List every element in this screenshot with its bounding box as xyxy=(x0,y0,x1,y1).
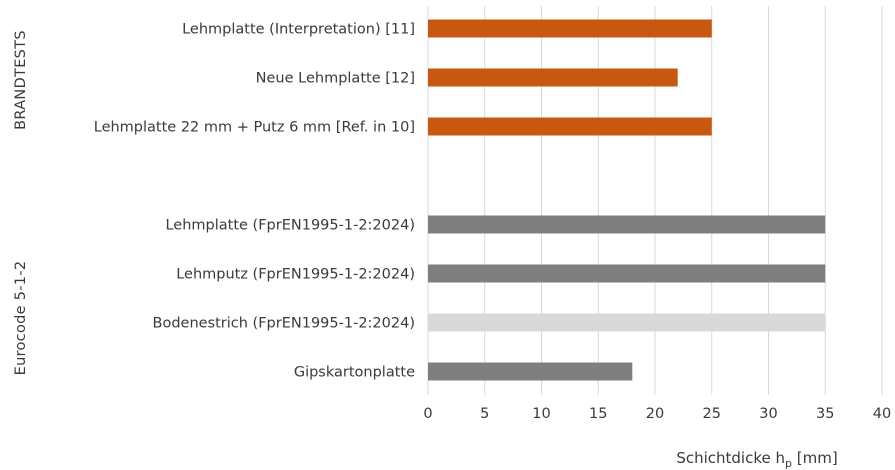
x-axis-title-main: Schichtdicke h xyxy=(676,449,785,467)
gridlines xyxy=(427,6,883,395)
x-axis-title-subscript: p xyxy=(785,457,792,470)
x-tick-label: 35 xyxy=(816,406,834,422)
group-label: Eurocode 5-1-2 xyxy=(13,261,29,376)
x-tick-label: 5 xyxy=(480,406,489,422)
x-tick-label: 25 xyxy=(703,406,721,422)
bar xyxy=(428,215,826,234)
x-tick-label: 0 xyxy=(423,406,432,422)
category-label: Lehmputz (FprEN1995-1-2:2024) xyxy=(176,267,415,283)
bar xyxy=(428,68,678,87)
category-label: Neue Lehmplatte [12] xyxy=(256,71,415,87)
bar xyxy=(428,313,826,332)
bar xyxy=(428,19,712,38)
x-tick-label: 15 xyxy=(589,406,607,422)
category-label: Lehmplatte 22 mm + Putz 6 mm [Ref. in 10… xyxy=(94,120,415,136)
bar xyxy=(428,264,826,283)
category-label: Lehmplatte (Interpretation) [11] xyxy=(182,22,415,38)
x-tick-label: 10 xyxy=(532,406,550,422)
group-label: BRANDTESTS xyxy=(13,30,29,130)
category-label: Gipskartonplatte xyxy=(294,365,415,381)
x-tick-labels: 0 5 10 15 20 25 30 35 40 xyxy=(423,406,891,422)
x-tick-label: 20 xyxy=(646,406,664,422)
x-tick-label: 40 xyxy=(873,406,891,422)
category-label: Lehmplatte (FprEN1995-1-2:2024) xyxy=(165,218,415,234)
x-tick-label: 30 xyxy=(759,406,777,422)
bars xyxy=(428,19,826,381)
x-axis-title: Schichtdicke hp [mm] xyxy=(676,449,837,470)
x-axis-title-unit: [mm] xyxy=(792,449,838,467)
group-labels: BRANDTESTS Eurocode 5-1-2 xyxy=(13,30,29,375)
category-labels: Lehmplatte (Interpretation) [11] Neue Leh… xyxy=(94,22,415,381)
bar xyxy=(428,362,633,381)
bar xyxy=(428,117,712,136)
category-label: Bodenestrich (FprEN1995-1-2:2024) xyxy=(153,316,416,332)
